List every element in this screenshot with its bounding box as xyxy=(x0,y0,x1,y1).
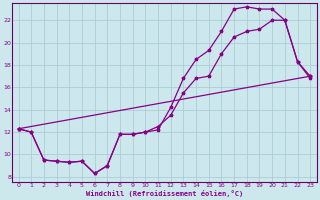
X-axis label: Windchill (Refroidissement éolien,°C): Windchill (Refroidissement éolien,°C) xyxy=(86,190,243,197)
